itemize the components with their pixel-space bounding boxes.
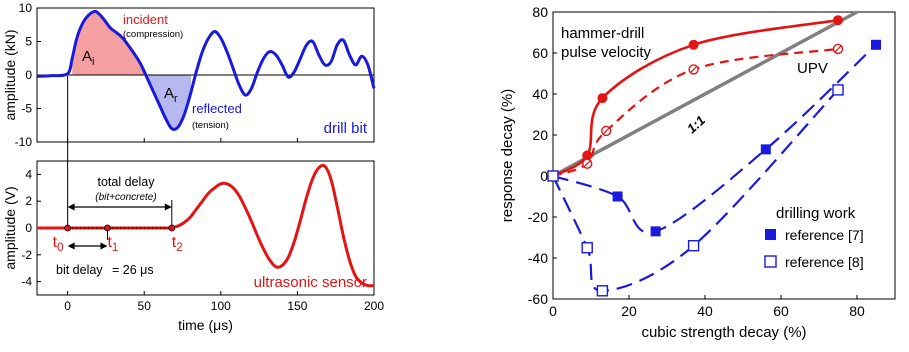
series-curve-3: [552, 89, 839, 292]
point-upv-slash: [583, 159, 592, 168]
point-ref8: [581, 242, 593, 254]
point-hammer-drill: [688, 39, 699, 50]
response-decay-panel: -60 -40 -20 0 20 40 60 80 0 20 40 60 80 hammer-drill p…: [499, 4, 896, 341]
total-delay-arrow-head-left: [67, 203, 75, 211]
y-tick-label: -10: [15, 135, 33, 149]
point-ref8: [547, 170, 559, 182]
y-tick-label: 80: [532, 4, 548, 20]
legend-ref7-marker: [765, 229, 776, 240]
legend-ref7-label: reference [7]: [785, 227, 864, 243]
point-ref8: [687, 239, 700, 252]
y-tick-label: 2: [25, 194, 32, 208]
y-tick-label: 4: [25, 167, 32, 181]
y-axis-label: amplitude (kN): [2, 29, 18, 120]
hammer-drill-label-1: hammer-drill: [561, 25, 644, 42]
point-upv-slash: [689, 65, 698, 74]
hammer-drill-label-2: pulse velocity: [561, 44, 652, 61]
total-delay-note: (bit+concrete): [95, 192, 156, 203]
time-label-t0: t0: [53, 234, 64, 254]
x-tick-label: 150: [287, 299, 307, 313]
area-incident-label: Ai: [82, 48, 94, 68]
total-delay-arrow-head-right: [164, 203, 172, 211]
point-hammer-drill: [833, 15, 843, 26]
point-ref7: [760, 144, 771, 155]
y-tick-label: -2: [21, 248, 32, 262]
reflected-label: reflected: [192, 101, 242, 116]
point-upv-slash: [834, 44, 842, 53]
drill-bit-series-label: drill bit: [324, 120, 368, 137]
reflected-area: [146, 75, 191, 129]
x-tick-label: 40: [697, 303, 713, 319]
y-tick-label: 0: [25, 68, 32, 82]
tension-label: (tension): [192, 120, 229, 131]
series-curve-2: [552, 44, 877, 234]
x-tick-label: 100: [211, 299, 231, 313]
y-tick-label: 0: [25, 221, 32, 235]
incident-area: [72, 11, 147, 77]
time-marker-2: [168, 224, 176, 232]
area-reflected-label: Ar: [164, 85, 178, 105]
x-tick-label: 80: [849, 303, 865, 319]
bit-delay-arrow-head-right: [100, 242, 108, 250]
time-marker-1: [104, 224, 111, 232]
legend-ref8-marker: [764, 255, 777, 268]
point-upv-slash: [602, 126, 611, 135]
bit-delay-arrow-head-left: [67, 242, 75, 250]
one-to-one-label: 1:1: [684, 113, 708, 137]
point-ref7: [612, 191, 623, 202]
y-tick-label: 60: [532, 45, 548, 61]
point-ref7: [650, 226, 661, 237]
x-tick-label: 0: [64, 299, 71, 313]
x-tick-label: 60: [773, 303, 789, 319]
y-tick-label: -60: [528, 291, 548, 307]
y-tick-label: -20: [528, 209, 548, 225]
y-tick-label: 0: [540, 168, 548, 184]
point-hammer-drill: [582, 150, 593, 161]
time-label-t1: t1: [107, 234, 118, 254]
y-tick-label: 20: [532, 127, 548, 143]
one-to-one-line: [552, 10, 858, 178]
upv-label: UPV: [797, 60, 828, 77]
x-tick-label: 0: [549, 303, 557, 319]
time-label-t2: t2: [172, 234, 183, 254]
bit-delay-value: = 26 μs: [112, 263, 154, 277]
y-tick-label: -40: [528, 250, 548, 266]
time-marker-0: [64, 224, 72, 232]
drill-bit-line: [36, 9, 376, 131]
x-axis-label: cubic strength decay (%): [641, 324, 806, 341]
total-delay-label: total delay: [98, 175, 156, 189]
point-ref8: [596, 285, 609, 297]
x-tick-label: 200: [364, 299, 384, 313]
x-axis-label: time (μs): [178, 317, 233, 333]
incident-label: incident: [123, 12, 168, 27]
legend-ref8-label: reference [8]: [785, 254, 864, 270]
y-axis-label: response decay (%): [499, 89, 516, 222]
y-tick-label: 40: [532, 86, 548, 102]
plot-frame: [552, 11, 896, 300]
y-tick-label: -4: [21, 275, 32, 289]
bit-delay-label: bit delay: [56, 263, 103, 277]
point-hammer-drill: [597, 93, 608, 104]
y-tick-label: 10: [19, 1, 33, 15]
compression-label: (compression): [123, 29, 183, 40]
drilling-work-label: drilling work: [776, 205, 856, 222]
point-ref8: [832, 84, 844, 96]
y-tick-label: -5: [21, 102, 32, 116]
ultrasonic-sensor-panel: -4 -2 0 2 4 0 50 100 150 200 t0 t1 t2 total delay (bit…: [2, 76, 384, 333]
y-axis-label: amplitude (V): [2, 186, 18, 269]
x-tick-label: 50: [138, 299, 152, 313]
x-tick-label: 20: [621, 303, 637, 319]
y-tick-label: 5: [25, 35, 32, 49]
point-ref7: [871, 39, 881, 50]
ultrasonic-sensor-series-label: ultrasonic sensor: [254, 274, 367, 291]
